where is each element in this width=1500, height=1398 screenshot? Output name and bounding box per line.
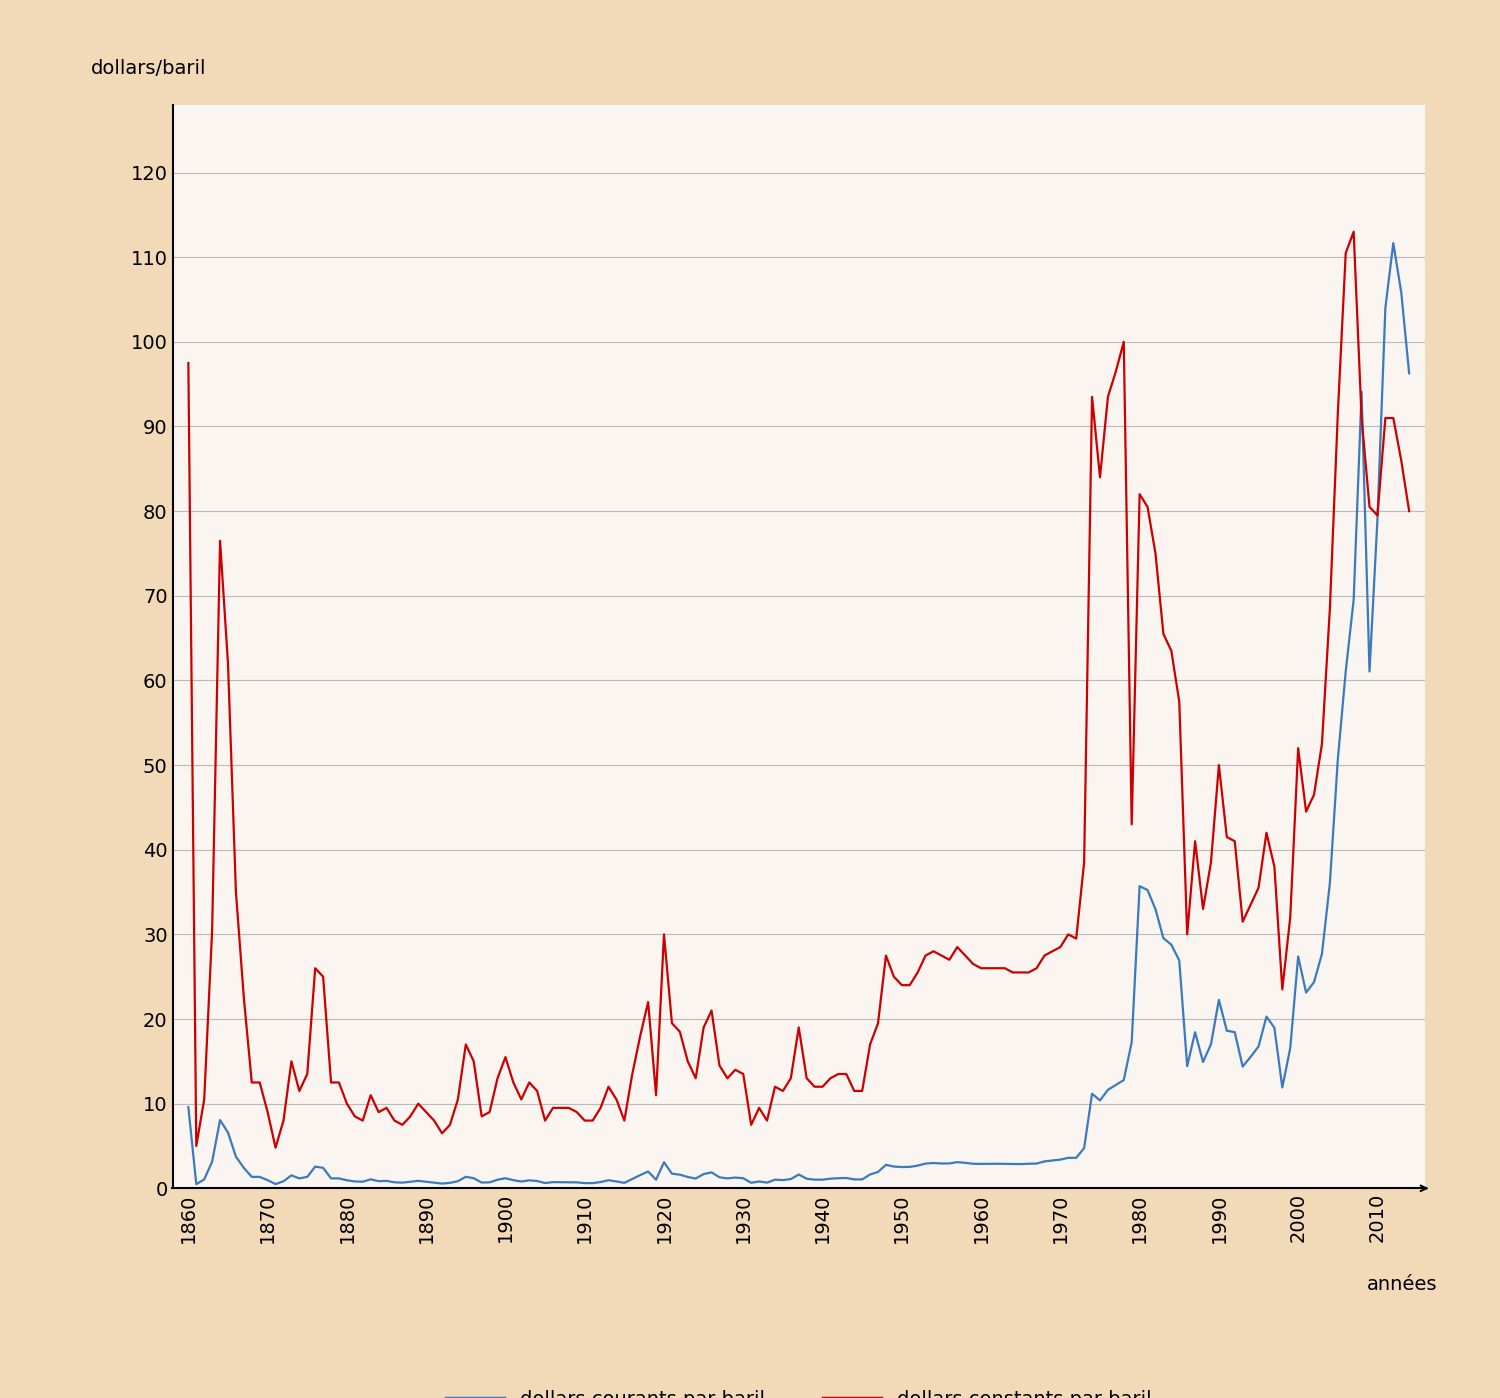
Text: années: années (1366, 1275, 1437, 1295)
Text: dollars/baril: dollars/baril (92, 59, 207, 78)
Legend: dollars courants par baril, dollars constants par baril: dollars courants par baril, dollars cons… (438, 1383, 1160, 1398)
